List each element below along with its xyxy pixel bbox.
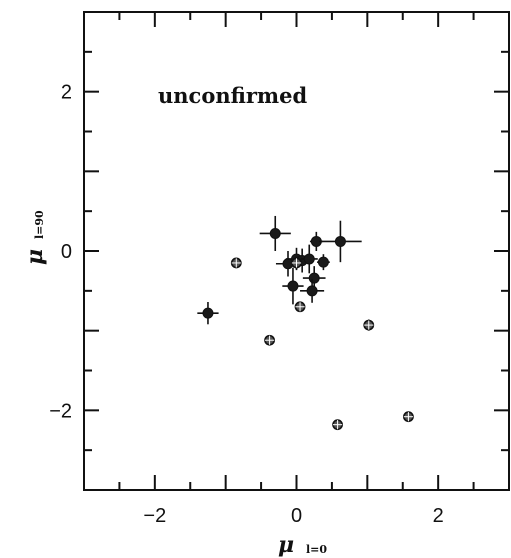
axis-ticks (83, 11, 510, 491)
point-marker (287, 280, 299, 292)
crossed-data-point (294, 301, 306, 313)
data-point (259, 215, 291, 251)
x-axis-label: μ l=0 (278, 532, 327, 558)
y-tick-label: 2 (61, 82, 72, 104)
crossed-data-point (403, 411, 414, 423)
point-marker (303, 253, 315, 265)
crossed-data-point (264, 334, 275, 346)
point-marker (308, 272, 320, 284)
y-tick-label: −2 (49, 400, 72, 422)
data-point (317, 254, 330, 271)
svg-text:l=90: l=90 (33, 210, 46, 239)
y-axis-label: μ l=90 (22, 210, 48, 265)
x-tick-label: 2 (433, 505, 444, 527)
crossed-data-point (363, 319, 375, 331)
y-tick-label: 0 (61, 241, 72, 263)
data-point (300, 278, 325, 303)
annotation-unconfirmed: unconfirmed (158, 83, 308, 108)
point-marker (306, 285, 318, 297)
crossed-data-point (290, 256, 303, 270)
data-point (197, 301, 219, 325)
x-tick-label: −2 (143, 505, 166, 527)
svg-text:μ: μ (22, 249, 48, 265)
point-marker (317, 256, 329, 268)
data-point (319, 220, 362, 263)
data-points (197, 215, 414, 431)
point-marker (269, 227, 281, 239)
data-point (300, 244, 318, 274)
svg-text:l=0: l=0 (306, 543, 327, 556)
crossed-data-point (332, 419, 343, 431)
point-marker (334, 235, 346, 247)
data-point (282, 267, 304, 305)
x-tick-label: 0 (291, 505, 302, 527)
crossed-data-point (230, 257, 242, 269)
svg-text:μ: μ (278, 532, 294, 558)
point-marker (202, 307, 214, 319)
tick-labels: −2 0 2 −2 0 2 (49, 82, 444, 527)
